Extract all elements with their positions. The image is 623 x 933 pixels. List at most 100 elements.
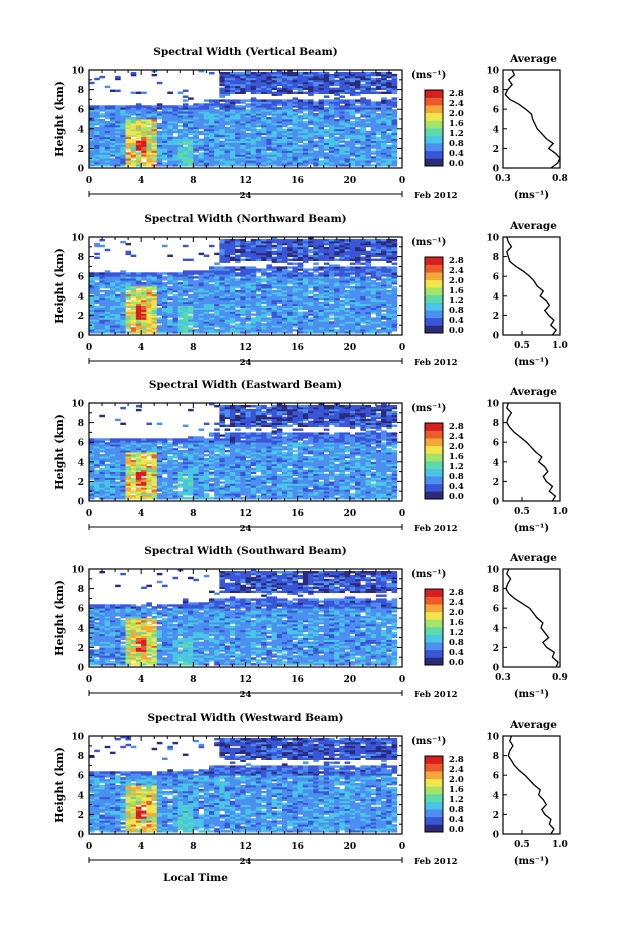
heatmap-cell [173, 294, 179, 296]
heatmap-cell [339, 145, 345, 147]
x-tick-label: 0 [399, 343, 405, 353]
heatmap-cell [319, 302, 325, 304]
heatmap-cell [99, 438, 105, 440]
heatmap-cell [303, 143, 309, 145]
heatmap-cell [94, 253, 100, 255]
heatmap-cell [392, 109, 398, 111]
heatmap-cell [157, 308, 163, 310]
heatmap-cell [381, 72, 387, 74]
heatmap-cell [371, 78, 377, 80]
heatmap-cell [392, 263, 398, 265]
heatmap-cell [261, 323, 267, 325]
heatmap-cell [131, 105, 137, 107]
y-tick-label: 0 [78, 332, 84, 342]
heatmap-cell [392, 266, 398, 268]
heatmap-cell [266, 317, 272, 319]
heatmap-cell [162, 272, 168, 274]
x-tick-label: 20 [344, 343, 357, 353]
heatmap-cell [287, 266, 293, 268]
heatmap-cell [261, 99, 267, 101]
heatmap-cell [99, 105, 105, 107]
heatmap-cell [167, 105, 173, 107]
heatmap-cell [308, 272, 314, 274]
heatmap-cell [386, 133, 392, 135]
heatmap-cell [256, 276, 262, 278]
heatmap-cell [371, 150, 377, 152]
heatmap-cell [173, 272, 179, 274]
heatmap-cell [183, 259, 189, 261]
heatmap-cell [99, 76, 105, 78]
heatmap-cell [94, 243, 100, 245]
heatmap-cell [126, 272, 132, 274]
heatmap-cell [287, 239, 293, 241]
colorbar-segment [425, 151, 443, 159]
heatmap-cell [188, 315, 194, 317]
heatmap-cell [152, 74, 158, 76]
heatmap-cell [308, 268, 314, 270]
average-y-tick-label: 6 [493, 273, 499, 283]
heatmap-cell [381, 239, 387, 241]
heatmap-cell [199, 152, 205, 154]
heatmap-cell [94, 257, 100, 259]
heatmap-cell [381, 321, 387, 323]
heatmap-cell [199, 253, 205, 255]
heatmap-cell [131, 300, 137, 302]
heatmap-cell [188, 294, 194, 296]
heatmap-cell [277, 266, 283, 268]
heatmap-cell [188, 259, 194, 261]
heatmap-cell [209, 245, 215, 247]
heatmap-cell [136, 290, 142, 292]
heatmap-cell [193, 103, 199, 105]
heatmap-cell [329, 239, 335, 241]
heatmap-cell [355, 92, 361, 94]
heatmap-cell [272, 245, 278, 247]
heatmap-cell [313, 294, 319, 296]
heatmap-cell [193, 280, 199, 282]
heatmap-cell [94, 127, 100, 129]
heatmap-cell [261, 284, 267, 286]
heatmap-cells [89, 237, 397, 334]
average-x-tick-label: 1.0 [552, 341, 568, 351]
heatmap-cell [313, 113, 319, 115]
heatmap-cell [334, 259, 340, 261]
heatmap-cell [240, 317, 246, 319]
heatmap-cell [303, 312, 309, 314]
heatmap-cell [188, 97, 194, 99]
average-x-label: (ms⁻¹) [514, 190, 549, 201]
heatmap-cell [115, 272, 121, 274]
heatmap-cell [120, 270, 126, 272]
heatmap-cell [350, 286, 356, 288]
colorbar-tick-label: 0.8 [449, 306, 464, 316]
heatmap-cell [157, 103, 163, 105]
heatmap-cell [183, 245, 189, 247]
heatmap-cell [324, 239, 330, 241]
heatmap-cell [141, 282, 147, 284]
heatmap-cell [350, 276, 356, 278]
heatmap-cell [246, 241, 252, 243]
average-x-label: (ms⁻¹) [514, 357, 549, 368]
heatmap-cell [188, 105, 194, 107]
heatmap-cell [371, 266, 377, 268]
heatmap-cell [313, 101, 319, 103]
heatmap-cell [235, 272, 241, 274]
heatmap-cell [345, 290, 351, 292]
heatmap-cell [94, 78, 100, 80]
heatmap-cell [287, 270, 293, 272]
heatmap-cell [287, 99, 293, 101]
heatmap-cell [193, 154, 199, 156]
average-y-tick-label: 2 [493, 312, 499, 322]
colorbar-segment [425, 158, 443, 166]
heatmap-cell [99, 454, 105, 456]
heatmap-cell [94, 306, 100, 308]
heatmap-cell [110, 105, 116, 107]
colorbar-segment [425, 272, 443, 280]
heatmap-cell [157, 317, 163, 319]
heatmap-cell [256, 294, 262, 296]
heatmap-cell [136, 152, 142, 154]
heatmap-cell [115, 438, 121, 440]
heatmap-cell [162, 162, 168, 164]
heatmap-cell [261, 239, 267, 241]
heatmap-cell [115, 294, 121, 296]
heatmap-cell [303, 99, 309, 101]
heatmap-cell [334, 119, 340, 121]
